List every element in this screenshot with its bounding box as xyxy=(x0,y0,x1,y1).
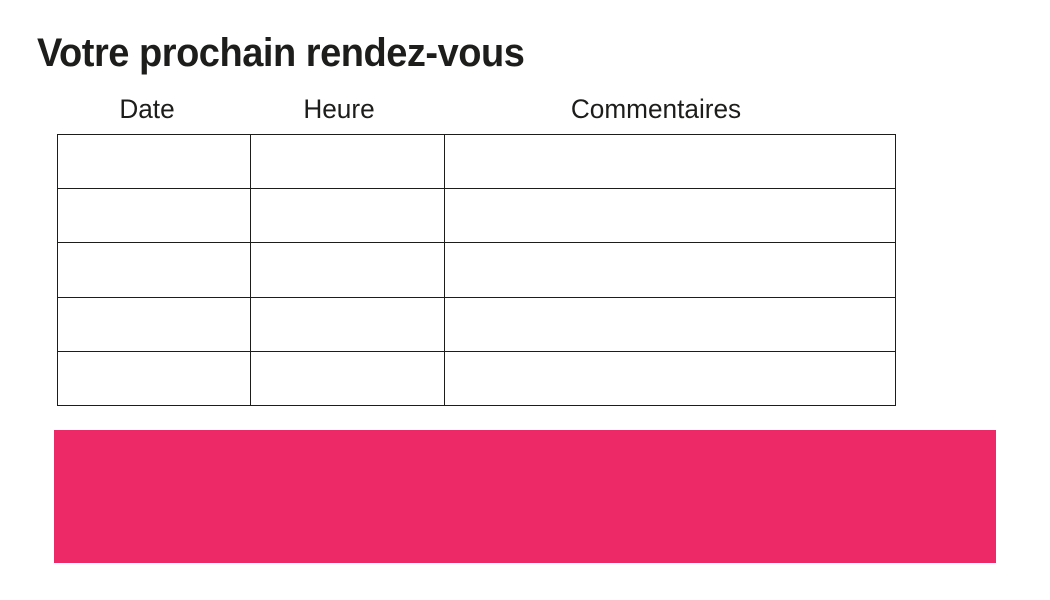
column-header-heure: Heure xyxy=(303,94,375,124)
table-cell xyxy=(444,188,896,244)
table-row xyxy=(57,350,896,407)
table-cell xyxy=(57,188,251,244)
table-cell xyxy=(444,133,896,190)
table-cell xyxy=(250,133,445,190)
page-title: Votre prochain rendez-vous xyxy=(37,31,525,75)
table-cell xyxy=(250,296,445,352)
column-header-date: Date xyxy=(119,94,175,124)
table-row xyxy=(57,188,896,244)
table-cell xyxy=(444,350,896,407)
column-header-commentaires: Commentaires xyxy=(570,94,742,124)
table-cell xyxy=(250,188,445,244)
table-body xyxy=(57,133,896,407)
table-cell xyxy=(444,296,896,352)
table-row xyxy=(57,242,896,298)
table-row xyxy=(57,296,896,352)
table-cell xyxy=(57,133,251,190)
table-cell xyxy=(444,242,896,298)
table-cell xyxy=(57,242,251,298)
table-row xyxy=(57,133,896,190)
table-cell xyxy=(250,350,445,407)
table-cell xyxy=(250,242,445,298)
table-cell xyxy=(57,350,251,407)
table-cell xyxy=(57,296,251,352)
accent-banner xyxy=(54,430,996,563)
appointments-table xyxy=(57,133,896,407)
